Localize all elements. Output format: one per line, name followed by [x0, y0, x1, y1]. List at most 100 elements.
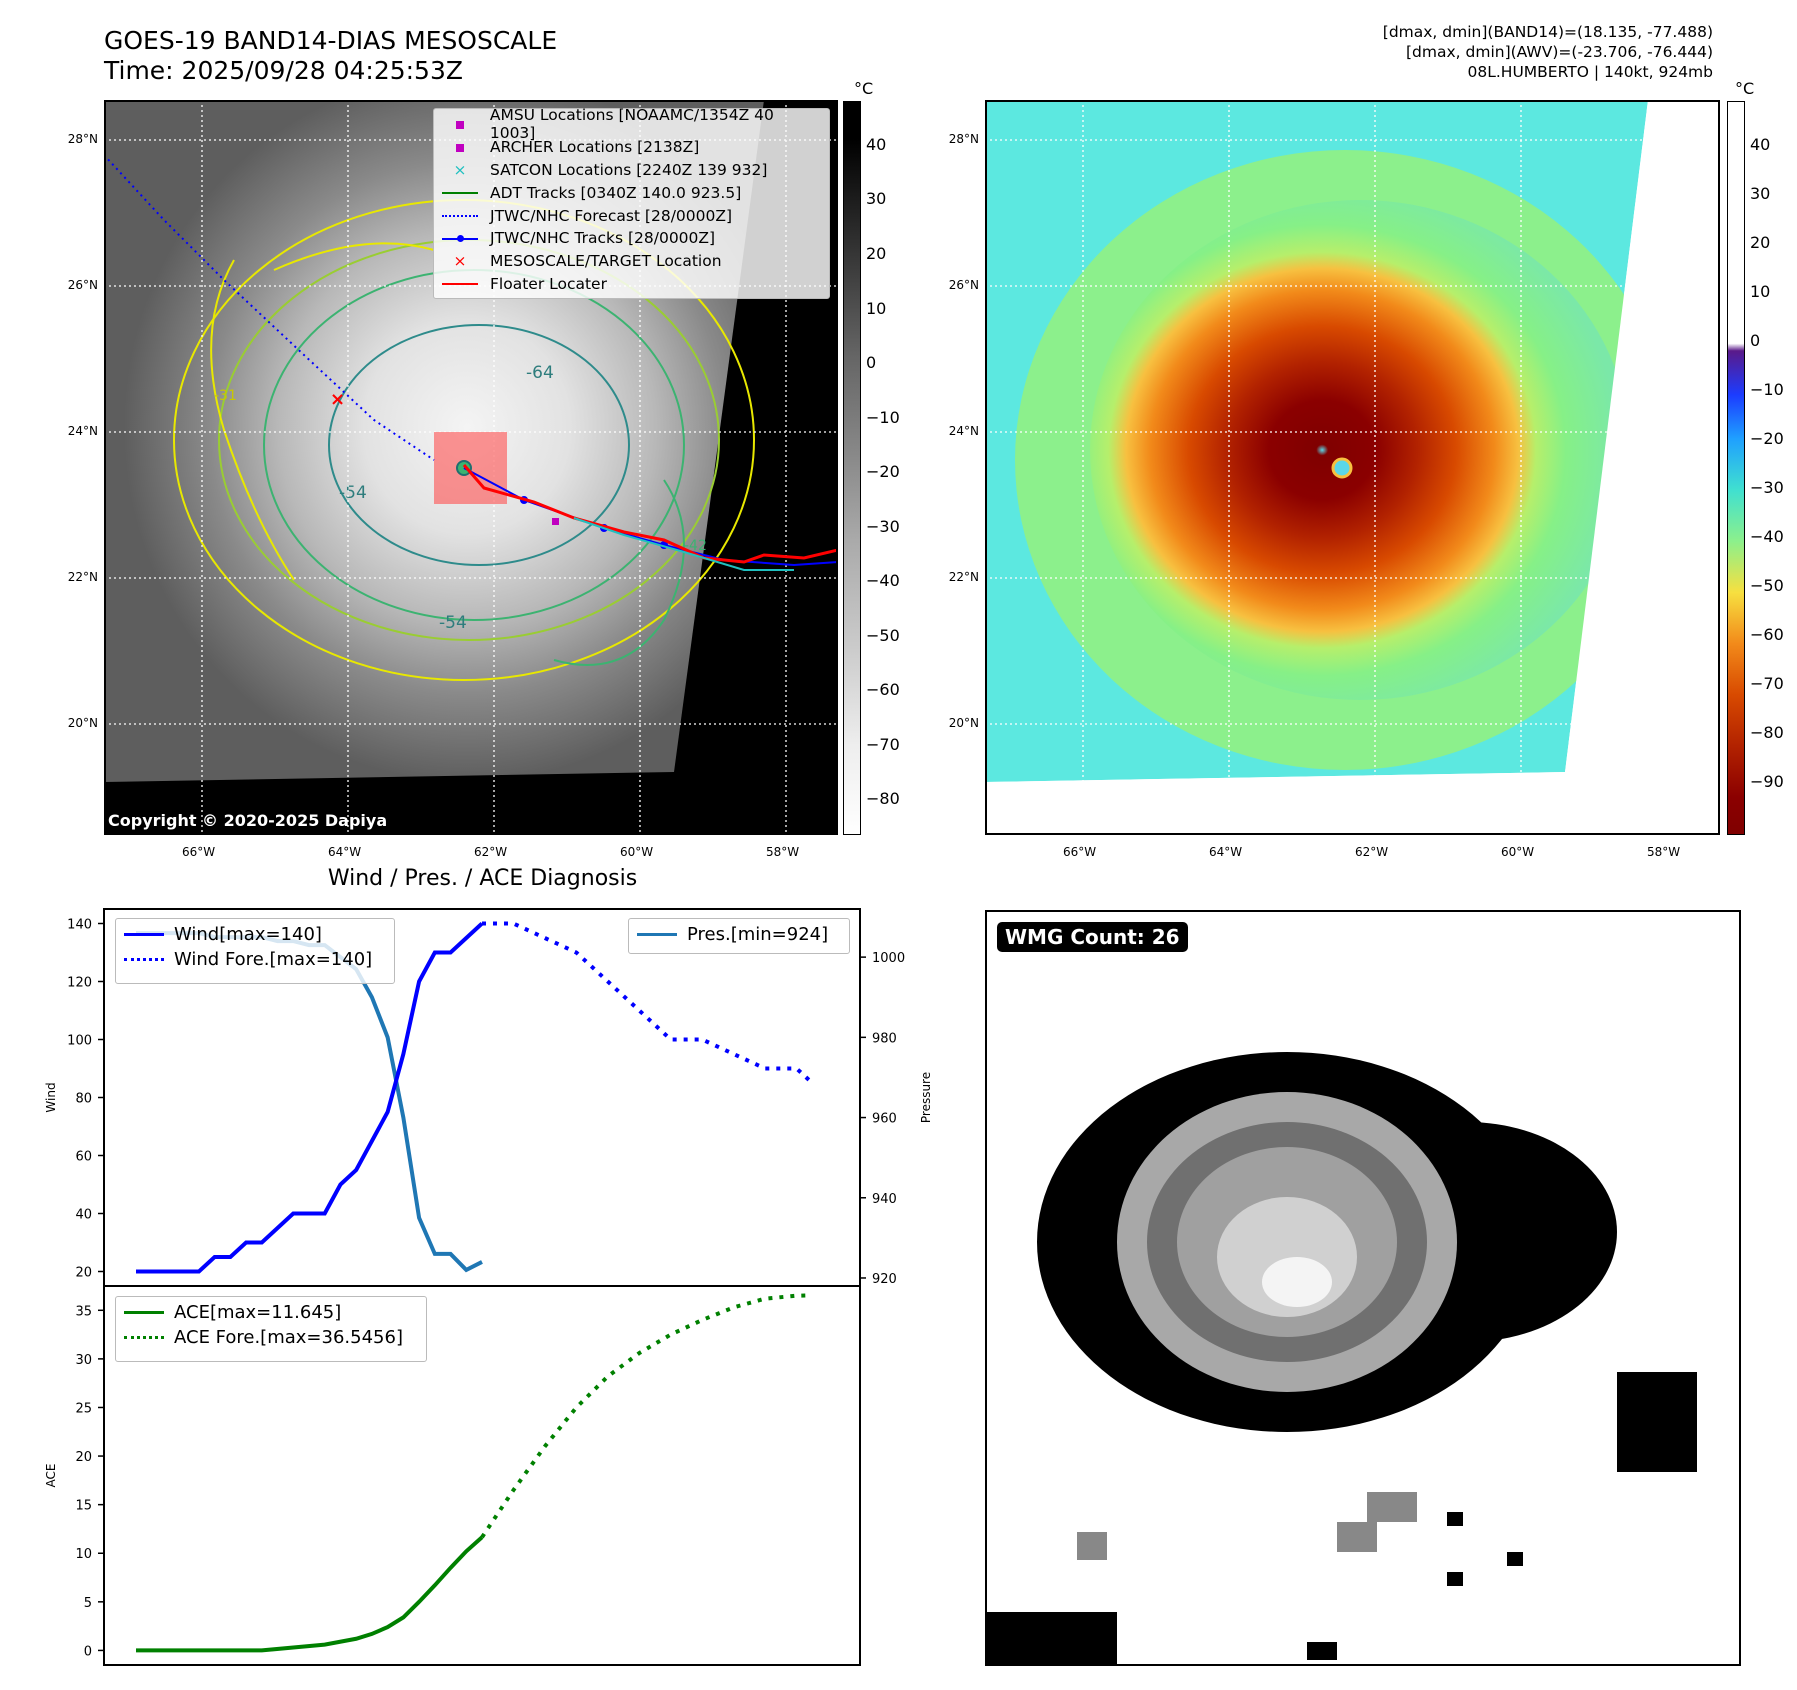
lon-tick-label: 64°W [328, 845, 362, 859]
wind-ytick-label: 120 [67, 976, 92, 991]
ir-legend-marker [440, 184, 480, 202]
diagnosis-chart: 20 40 60 80 100 120 140 920 940 960 980 1000 0 5 10 15 2… [44, 908, 933, 1666]
colorbar-tick-label: 40 [1750, 134, 1771, 154]
pressure-axis-label: Pressure [919, 1072, 933, 1123]
ace-fore-legend-line [124, 1336, 164, 1339]
enh-colorbar-unit: °C [1735, 79, 1755, 98]
copyright-text: Copyright © 2020-2025 Dapiya [108, 811, 388, 830]
colorbar-tick-label: −40 [1750, 527, 1784, 547]
colorbar-tick-label: 30 [1750, 183, 1771, 203]
pres-ytick-label: 920 [872, 1272, 897, 1287]
lon-tick-label: 62°W [1355, 845, 1389, 859]
wmg-block-2 [987, 1612, 1117, 1664]
ace-axes-frame [103, 1285, 861, 1666]
colorbar-tick-label: 0 [866, 353, 877, 373]
title-time: Time: 2025/09/28 04:25:53Z [104, 56, 463, 85]
ace-ytick-label: 5 [84, 1596, 92, 1611]
lat-tick-label: 28°N [948, 132, 979, 146]
ir-lon-labels: 66°W 64°W 62°W 60°W 58°W [104, 845, 838, 863]
ir-legend-item: Floater Locater [440, 273, 823, 296]
colorbar-tick-label: −50 [866, 625, 900, 645]
lon-tick-label: 62°W [474, 845, 508, 859]
colorbar-tick-label: −80 [866, 789, 900, 809]
colorbar-tick-label: −10 [1750, 380, 1784, 400]
ir-legend-item: JTWC/NHC Tracks [28/0000Z] [440, 227, 823, 250]
ir-legend-marker [440, 138, 480, 156]
wind-axis-label: Wind [44, 1082, 58, 1112]
floater-track [462, 464, 838, 564]
lat-tick-label: 24°N [948, 424, 979, 438]
ir-legend-item: AMSU Locations [NOAAMC/1354Z 40 1003] [440, 106, 823, 142]
wind-line [136, 922, 484, 1274]
ir-legend-item: JTWC/NHC Forecast [28/0000Z] [440, 204, 823, 227]
ace-fore-legend-row: ACE Fore.[max=36.5456] [124, 1327, 418, 1348]
ace-ytick-label: 25 [75, 1401, 92, 1416]
ir-colorbar [843, 101, 861, 835]
ir-legend-marker [440, 229, 480, 247]
colorbar-tick-label: 10 [1750, 282, 1771, 302]
title-satellite: GOES-19 BAND14-DIAS MESOSCALE [104, 26, 558, 55]
pres-ytick-label: 980 [872, 1031, 897, 1046]
wind-ytick-label: 80 [75, 1092, 92, 1107]
colorbar-tick-label: −10 [866, 407, 900, 427]
colorbar-tick-label: 0 [1750, 331, 1761, 351]
ir-legend: AMSU Locations [NOAAMC/1354Z 40 1003] ARC… [433, 106, 830, 299]
ir-legend-marker [440, 207, 480, 225]
ir-legend-label: JTWC/NHC Forecast [28/0000Z] [490, 206, 733, 225]
forecast-track [104, 154, 435, 461]
colorbar-tick-label: 10 [866, 298, 887, 318]
ir-colorbar-ticks: 40 30 20 10 0 −10 −20 −30 −40 −50 −60 −70 −80 [866, 101, 906, 833]
lon-tick-label: 66°W [1063, 845, 1097, 859]
lat-tick-label: 20°N [67, 716, 98, 730]
wind-legend-row: Wind[max=140] [124, 924, 386, 945]
colorbar-tick-label: −20 [1750, 429, 1784, 449]
lon-tick-label: 60°W [1501, 845, 1535, 859]
wmg-panel [985, 910, 1741, 1666]
lat-tick-label: 28°N [67, 132, 98, 146]
ir-legend-label: ARCHER Locations [2138Z] [490, 138, 700, 157]
pres-ytick-label: 960 [872, 1112, 897, 1127]
wind-fore-legend-row: Wind Fore.[max=140] [124, 949, 386, 970]
ir-legend-marker: × [453, 252, 467, 271]
ace-legend-row: ACE[max=11.645] [124, 1302, 418, 1323]
wind-fore-legend-line [124, 958, 164, 961]
ace-ytick-label: 15 [75, 1499, 92, 1514]
lat-tick-label: 26°N [948, 278, 979, 292]
ace-ytick-label: 0 [84, 1644, 92, 1659]
wmg-block-1 [1617, 1372, 1697, 1472]
pres-legend-label: Pres.[min=924] [687, 924, 829, 945]
ir-colorbar-unit: °C [854, 79, 874, 98]
ir-legend-marker [440, 275, 480, 293]
lon-tick-label: 58°W [766, 845, 800, 859]
pres-legend-row: Pres.[min=924] [637, 924, 841, 945]
contour-label-1: -64 [526, 363, 554, 383]
figure-title: GOES-19 BAND14-DIAS MESOSCALE Time: 2025… [104, 26, 557, 86]
enh-lat-labels: 28°N 26°N 24°N 22°N 20°N [937, 100, 981, 835]
enh-colorbar [1727, 101, 1745, 835]
enhanced-storm [1090, 200, 1630, 700]
satcon-track [573, 517, 794, 571]
colorbar-tick-label: −70 [1750, 674, 1784, 694]
ace-forecast-line [480, 1293, 813, 1539]
archer-marker [552, 518, 559, 525]
stats-info: [dmax, dmin](BAND14)=(18.135, -77.488) [… [1383, 22, 1713, 82]
storm-info: 08L.HUMBERTO | 140kt, 924mb [1467, 63, 1714, 81]
ace-legend: ACE[max=11.645] ACE Fore.[max=36.5456] [115, 1296, 427, 1362]
enhanced-eye [1331, 457, 1353, 479]
ace-axis-label: ACE [44, 1464, 58, 1488]
colorbar-tick-label: −90 [1750, 772, 1784, 792]
stats-band14: [dmax, dmin](BAND14)=(18.135, -77.488) [1382, 23, 1713, 41]
colorbar-tick-label: −70 [866, 734, 900, 754]
enh-lon-labels: 66°W 64°W 62°W 60°W 58°W [985, 845, 1720, 863]
ir-legend-label: JTWC/NHC Tracks [28/0000Z] [490, 229, 716, 248]
colorbar-tick-label: 40 [866, 134, 887, 154]
ir-legend-label: Floater Locater [490, 274, 607, 293]
enhanced-ir-map [985, 100, 1720, 835]
wind-ytick-label: 20 [75, 1266, 92, 1281]
ace-ytick-label: 35 [75, 1304, 92, 1319]
wind-legend-line [124, 933, 164, 936]
pres-legend-line [637, 933, 677, 936]
ace-ytick-label: 30 [75, 1353, 92, 1368]
colorbar-tick-label: −50 [1750, 576, 1784, 596]
colorbar-tick-label: 30 [866, 189, 887, 209]
